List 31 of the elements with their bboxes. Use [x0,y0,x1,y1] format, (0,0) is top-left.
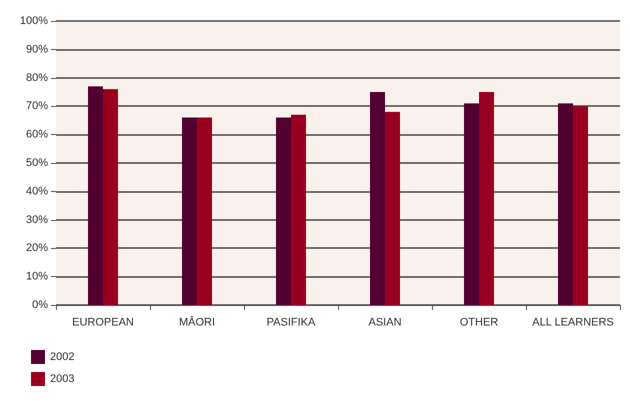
y-tick-label: 30% [26,214,48,226]
y-tick-label: 100% [20,15,48,27]
bar [370,92,385,305]
y-tick-label: 80% [26,72,48,84]
y-tick-label: 70% [26,100,48,112]
y-tick-label: 10% [26,270,48,283]
bar [182,118,197,305]
y-tick-label: 20% [26,242,48,254]
y-tick-label: 50% [26,157,48,169]
legend-label: 2002 [50,351,74,363]
bar [558,103,573,305]
bar [573,106,588,305]
bar [479,92,494,305]
y-tick-label: 0% [32,299,48,311]
x-tick-label: OTHER [460,316,498,328]
bar [385,112,400,305]
x-tick-label: ASIAN [368,316,402,328]
bar [103,89,118,305]
y-tick-label: 40% [26,185,48,198]
bar [464,103,479,305]
x-tick-label: ALL LEARNERS [532,316,614,328]
bar [197,118,212,305]
y-tick-label: 60% [26,128,48,141]
bar [291,114,306,305]
y-tick-label: 90% [26,43,48,56]
legend-label: 2003 [50,373,74,385]
x-tick-label: EUROPEAN [72,316,134,328]
bar [88,86,103,305]
x-tick-label: MĀORI [178,316,216,328]
x-tick-label: PASIFIKA [266,316,316,328]
bar [276,118,291,305]
